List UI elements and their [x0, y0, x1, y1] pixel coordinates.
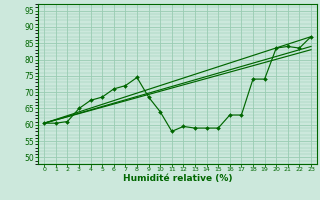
X-axis label: Humidité relative (%): Humidité relative (%) [123, 174, 232, 183]
